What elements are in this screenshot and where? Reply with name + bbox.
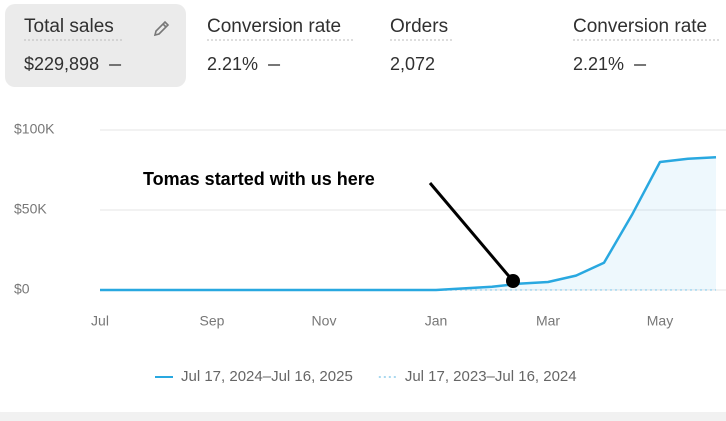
- annotation-dot: [506, 274, 520, 288]
- metric-value: $229,898: [24, 54, 99, 74]
- plot: [100, 155, 717, 292]
- metric-label: Conversion rate: [573, 16, 707, 37]
- x-tick-label: May: [647, 313, 673, 329]
- annotation-arrow: [428, 182, 515, 282]
- pencil: [153, 20, 170, 37]
- legend-label: Jul 17, 2024–Jul 16, 2025: [181, 368, 353, 385]
- y-tick-label: $0: [14, 281, 30, 297]
- x-tick-label: Mar: [536, 313, 560, 329]
- y-tick-label: $100K: [14, 121, 55, 137]
- metric-label: Conversion rate: [207, 16, 341, 37]
- x-tick-label: Nov: [312, 313, 337, 329]
- metric-label: Orders: [390, 16, 448, 37]
- metric-value: 2.21%: [573, 54, 624, 74]
- x-tick-label: Jan: [425, 313, 448, 329]
- area: [100, 157, 716, 290]
- annotation: Tomas started with us here: [143, 169, 375, 189]
- metric-label: Total sales: [24, 16, 114, 37]
- edit-icon[interactable]: [153, 20, 170, 37]
- x-tick-label: Jul: [91, 313, 109, 329]
- metric-value: 2.21%: [207, 54, 258, 74]
- y-tick-label: $50K: [14, 201, 47, 217]
- legend-label: Jul 17, 2023–Jul 16, 2024: [405, 368, 577, 385]
- card: [0, 0, 726, 412]
- metric-value: 2,072: [390, 54, 435, 74]
- x-tick-label: Sep: [200, 313, 225, 329]
- series-line: [100, 155, 717, 292]
- selected-tile[interactable]: [5, 4, 186, 87]
